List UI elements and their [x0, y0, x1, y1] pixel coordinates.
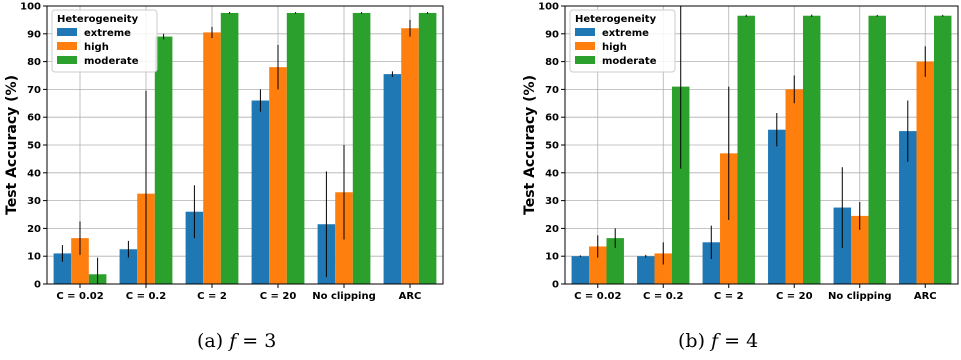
x-tick-label: C = 2	[714, 291, 744, 302]
legend-swatch-high	[575, 42, 595, 50]
bar-extreme	[768, 129, 786, 284]
caption-b-var: f	[711, 330, 719, 352]
y-tick-label: 0	[34, 280, 41, 291]
bar-moderate	[418, 12, 437, 284]
legend-label-high: high	[602, 42, 627, 53]
bar-extreme	[702, 242, 721, 284]
y-tick-label: 30	[545, 196, 559, 207]
bar-moderate	[868, 15, 886, 284]
y-tick-label: 40	[27, 168, 41, 179]
bar-extreme	[119, 249, 138, 284]
x-tick-label: C = 0.02	[574, 291, 621, 302]
y-tick-label: 80	[27, 57, 41, 68]
bar-moderate	[154, 36, 173, 284]
bar-high	[916, 61, 934, 284]
y-tick-label: 70	[27, 85, 41, 96]
y-tick-label: 70	[545, 85, 559, 96]
x-tick-label: ARC	[914, 291, 937, 302]
legend: Heterogeneity extreme high moderate	[51, 9, 158, 73]
y-tick-label: 30	[27, 196, 41, 207]
legend-box	[569, 9, 676, 73]
legend-label-extreme: extreme	[84, 28, 131, 39]
bar-extreme	[383, 74, 402, 284]
bar-high	[401, 28, 419, 284]
bar-high	[851, 215, 869, 284]
legend-label-high: high	[84, 42, 109, 53]
legend-swatch-extreme	[575, 28, 595, 36]
bar-extreme	[571, 256, 590, 284]
y-axis-label: Test Accuracy (%)	[4, 75, 20, 215]
y-tick-label: 100	[538, 2, 559, 13]
chart-a: 0 10 20 30 40 50 60 70 80 90 100 C = 0.02 C = 0.2 C =…	[4, 2, 444, 302]
y-tick-label: 20	[27, 224, 41, 235]
bar-high	[203, 32, 221, 284]
y-tick-label: 20	[545, 224, 559, 235]
legend-swatch-high	[57, 42, 77, 50]
bar-moderate	[606, 238, 624, 284]
legend-box	[51, 9, 158, 73]
y-tick-label: 10	[27, 252, 41, 263]
bar-moderate	[220, 12, 239, 284]
legend-swatch-moderate	[575, 56, 595, 64]
x-tick-label: No clipping	[828, 291, 892, 302]
bar-high	[785, 89, 803, 285]
bar-moderate	[737, 15, 755, 284]
bar-moderate	[933, 15, 952, 284]
caption-a-var: f	[229, 330, 237, 352]
y-tick-label: 50	[545, 141, 559, 152]
x-tick-label: C = 20	[260, 291, 297, 302]
y-tick-label: 50	[27, 141, 41, 152]
caption-b-rest: = 4	[718, 330, 759, 352]
y-tick-label: 100	[20, 2, 41, 13]
y-axis-label: Test Accuracy (%)	[522, 75, 538, 215]
bar-extreme	[53, 253, 72, 284]
y-tick-label: 90	[27, 29, 41, 40]
x-tick-label: C = 2	[197, 291, 227, 302]
chart-b: 0 10 20 30 40 50 60 70 80 90 100 C = 0.02 C = 0.2 C =…	[522, 2, 959, 302]
x-tick-label: C = 20	[776, 291, 813, 302]
caption-b: (b) f = 4	[678, 330, 758, 352]
bar-high	[589, 246, 607, 284]
x-tick-label: ARC	[399, 291, 422, 302]
legend-title: Heterogeneity	[57, 14, 139, 25]
legend-label-extreme: extreme	[602, 28, 649, 39]
bar-high	[269, 67, 287, 284]
legend: Heterogeneity extreme high moderate	[569, 9, 676, 73]
bar-high	[654, 253, 672, 284]
y-tick-label: 60	[27, 113, 41, 124]
bar-moderate	[286, 12, 305, 284]
y-tick-label: 10	[545, 252, 559, 263]
y-tick-label: 40	[545, 168, 559, 179]
legend-swatch-moderate	[57, 56, 77, 64]
legend-label-moderate: moderate	[84, 56, 139, 67]
legend-swatch-extreme	[57, 28, 77, 36]
bar-moderate	[802, 15, 821, 284]
caption-a: (a) f = 3	[197, 330, 276, 352]
caption-b-label: (b)	[678, 330, 705, 352]
caption-a-rest: = 3	[236, 330, 277, 352]
y-tick-label: 90	[545, 29, 559, 40]
y-tick-label: 80	[545, 57, 559, 68]
bar-high	[71, 238, 89, 284]
bar-extreme	[185, 211, 204, 284]
x-tick-label: C = 0.2	[126, 291, 166, 302]
bar-moderate	[671, 86, 690, 285]
bar-extreme	[251, 100, 270, 285]
bar-extreme	[899, 131, 917, 284]
y-tick-label: 0	[552, 280, 559, 291]
x-tick-label: C = 0.2	[643, 291, 683, 302]
caption-a-label: (a)	[197, 330, 224, 352]
x-tick-label: No clipping	[312, 291, 376, 302]
y-tick-label: 60	[545, 113, 559, 124]
x-tick-label: C = 0.02	[56, 291, 103, 302]
legend-label-moderate: moderate	[602, 56, 657, 67]
bar-extreme	[637, 256, 655, 284]
bar-moderate	[352, 12, 371, 284]
legend-title: Heterogeneity	[575, 14, 657, 25]
